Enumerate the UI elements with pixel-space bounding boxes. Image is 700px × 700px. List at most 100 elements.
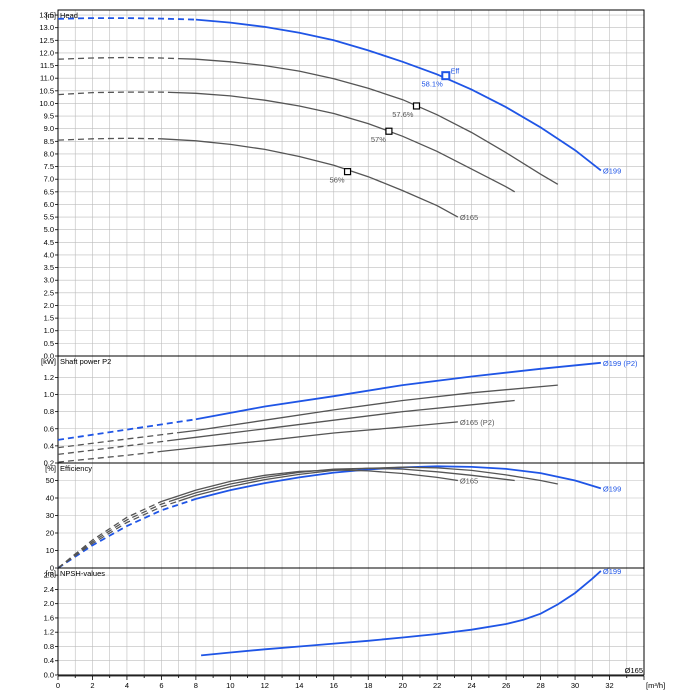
curve-dashed-eff-3 (57, 500, 162, 569)
y-tick-label: 2.8 (44, 571, 54, 580)
curve-power-0 (195, 361, 601, 421)
y-tick-label: 7.5 (44, 162, 54, 171)
curve-label-power-3: Ø165 (P2) (460, 418, 495, 427)
curve-power-1 (178, 384, 558, 434)
y-tick-label: 50 (46, 476, 54, 485)
x-tick-label: 22 (433, 681, 441, 690)
y-tick-label: 2.5 (44, 288, 54, 297)
curve-dashed-head-2 (57, 91, 171, 96)
x-tick-label: 8 (194, 681, 198, 690)
x-tick-label: 32 (605, 681, 613, 690)
y-tick-label: 30 (46, 511, 54, 520)
y-tick-label: 1.0 (44, 390, 54, 399)
curve-power-2 (169, 399, 515, 442)
curve-dashed-power-3 (57, 450, 162, 463)
x-tick-label: 20 (399, 681, 407, 690)
x-tick-label: 2 (90, 681, 94, 690)
curve-dashed-power-2 (57, 439, 171, 456)
curve-dashed-head-0 (57, 17, 196, 21)
y-tick-label: 0.4 (44, 656, 54, 665)
y-tick-label: 1.6 (44, 613, 54, 622)
y-tick-label: 2.0 (44, 301, 54, 310)
x-tick-label: 26 (502, 681, 510, 690)
y-tick-label: 6.0 (44, 200, 54, 209)
x-tick-label: 30 (571, 681, 579, 690)
y-tick-label: 13.5 (39, 11, 54, 20)
y-tick-label: 0.6 (44, 424, 54, 433)
curve-dashed-power-0 (57, 418, 197, 441)
panel-bottom-label: Ø165 (625, 666, 643, 675)
y-tick-label: 5.0 (44, 225, 54, 234)
y-tick-label: 3.5 (44, 263, 54, 272)
y-tick-label: 4.0 (44, 250, 54, 259)
panel-unit-power: [kW] (41, 357, 56, 366)
curve-label-eff-3: Ø165 (460, 477, 478, 486)
y-tick-label: 1.2 (44, 373, 54, 382)
y-tick-label: 12.0 (39, 48, 54, 57)
efficiency-marker-tag: Eff (451, 69, 459, 76)
efficiency-marker (385, 127, 393, 135)
curve-head-2 (169, 91, 516, 193)
y-tick-label: 11.0 (40, 74, 54, 83)
y-tick-label: 10.0 (39, 99, 54, 108)
y-tick-label: 9.0 (44, 124, 54, 133)
x-tick-label: 24 (467, 681, 475, 690)
panel-unit-head: [m] (46, 11, 56, 20)
efficiency-marker-label: 57.6% (392, 110, 414, 119)
y-tick-label: 2.0 (44, 599, 54, 608)
x-tick-label: 4 (125, 681, 129, 690)
y-tick-label: 1.5 (44, 314, 54, 323)
curve-label-power-0: Ø199 (P2) (603, 359, 638, 368)
panel-title-power: Shaft power P2 (60, 357, 111, 366)
x-tick-label: 16 (330, 681, 338, 690)
y-tick-label: 2.4 (44, 585, 54, 594)
y-tick-label: 10.5 (39, 86, 54, 95)
panel-title-eff: Efficiency (60, 464, 92, 473)
y-tick-label: 4.5 (44, 238, 54, 247)
efficiency-marker-label: 56% (330, 176, 345, 185)
curve-dashed-power-1 (57, 431, 179, 449)
curve-eff-3 (161, 469, 458, 503)
efficiency-marker-label: 58.1% (422, 80, 444, 89)
curve-label-eff-0: Ø199 (603, 484, 621, 493)
y-tick-label: 0.4 (44, 441, 54, 450)
y-tick-label: 40 (46, 494, 54, 503)
y-tick-label: 12.5 (39, 36, 54, 45)
curve-label-head-0: Ø199 (603, 166, 621, 175)
panel-unit-eff: [%] (45, 464, 56, 473)
x-tick-label: 28 (536, 681, 544, 690)
y-tick-label: 0.5 (44, 339, 54, 348)
y-tick-label: 6.5 (44, 187, 54, 196)
y-tick-label: 9.5 (44, 112, 54, 121)
y-tick-label: 1.0 (44, 326, 54, 335)
efficiency-marker (343, 168, 352, 176)
y-tick-label: 20 (46, 529, 54, 538)
x-tick-label: 10 (226, 681, 234, 690)
curve-head-0 (195, 18, 602, 172)
panel-unit-npsh: [m] (46, 569, 56, 578)
y-tick-label: 0.2 (44, 459, 54, 468)
y-tick-label: 0 (50, 564, 54, 573)
y-tick-label: 0.0 (44, 352, 54, 361)
y-tick-label: 13.0 (39, 23, 54, 32)
curve-dashed-eff-0 (57, 498, 197, 569)
x-tick-label: 14 (295, 681, 303, 690)
panel-title-npsh: NPSH-values (60, 569, 105, 578)
x-tick-label: 6 (159, 681, 163, 690)
y-tick-label: 0.8 (44, 407, 54, 416)
efficiency-marker-label: 57% (371, 135, 386, 144)
x-tick-label: 0 (56, 681, 60, 690)
curve-label-npsh-0: Ø199 (603, 567, 621, 576)
y-tick-label: 7.0 (44, 175, 54, 184)
panel-frame-npsh (57, 567, 645, 676)
curve-head-1 (178, 57, 559, 185)
curve-eff-2 (169, 467, 515, 502)
curve-label-head-3: Ø165 (460, 213, 478, 222)
efficiency-marker (441, 71, 451, 81)
curve-dashed-head-1 (57, 56, 179, 60)
y-tick-label: 8.0 (44, 149, 54, 158)
curve-head-3 (161, 138, 459, 218)
curve-dashed-eff-1 (57, 500, 179, 569)
y-tick-label: 0.0 (44, 671, 54, 680)
y-tick-label: 5.5 (44, 213, 54, 222)
